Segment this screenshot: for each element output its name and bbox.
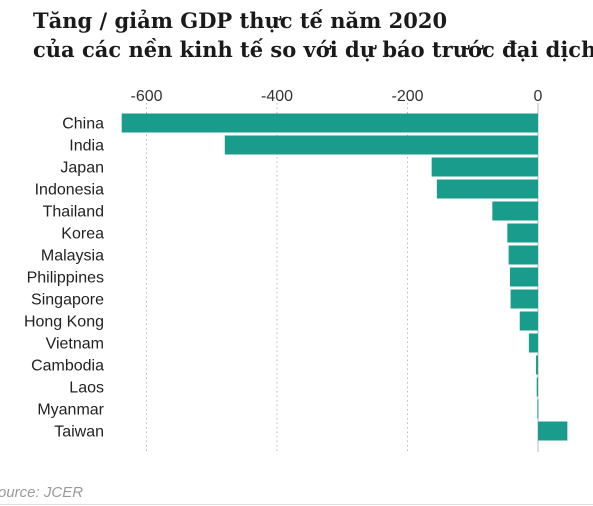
bar-indonesia xyxy=(436,179,538,199)
bar-singapore xyxy=(510,289,538,309)
chart-title-line-2: của các nền kinh tế so với dự báo trước … xyxy=(33,37,593,62)
chart-title: Tăng / giảm GDP thực tế năm 2020 của các… xyxy=(33,6,593,64)
category-label: India xyxy=(69,138,104,155)
category-label: Philippines xyxy=(27,270,104,287)
category-label: Taiwan xyxy=(54,424,104,441)
category-label: Indonesia xyxy=(35,182,104,199)
bar-vietnam xyxy=(528,333,538,353)
bar-korea xyxy=(507,223,538,243)
bar-india xyxy=(224,135,539,155)
chart-title-line-1: Tăng / giảm GDP thực tế năm 2020 xyxy=(33,8,448,33)
source-note: ource: JCER xyxy=(0,484,84,501)
bar-chart: -600 -400 -200 0 China India Japan Indonesia Tha… xyxy=(24,88,568,452)
category-label: Korea xyxy=(61,226,104,243)
category-label: Cambodia xyxy=(31,358,104,375)
x-tick-label: 0 xyxy=(534,88,543,105)
category-label: Malaysia xyxy=(41,248,104,265)
bar-malaysia xyxy=(508,245,538,265)
category-label: Vietnam xyxy=(46,336,104,353)
category-label: Myanmar xyxy=(37,402,104,419)
bar-hong-kong xyxy=(519,311,538,331)
category-label: Hong Kong xyxy=(24,314,104,331)
category-label: China xyxy=(62,116,104,133)
footer-divider xyxy=(0,504,593,505)
bar-myanmar xyxy=(537,399,539,419)
category-label: Thailand xyxy=(43,204,104,221)
bar-taiwan xyxy=(538,421,568,441)
bar-laos xyxy=(536,377,538,397)
x-tick-label: -400 xyxy=(261,88,293,105)
category-label: Japan xyxy=(60,160,104,177)
category-label: Laos xyxy=(69,380,104,397)
bar-china xyxy=(121,113,538,133)
category-label: Singapore xyxy=(31,292,104,309)
x-tick-label: -200 xyxy=(391,88,423,105)
bar-thailand xyxy=(492,201,538,221)
x-tick-label: -600 xyxy=(130,88,162,105)
bar-japan xyxy=(431,157,538,177)
bar-philippines xyxy=(509,267,538,287)
bar-cambodia xyxy=(536,355,538,375)
